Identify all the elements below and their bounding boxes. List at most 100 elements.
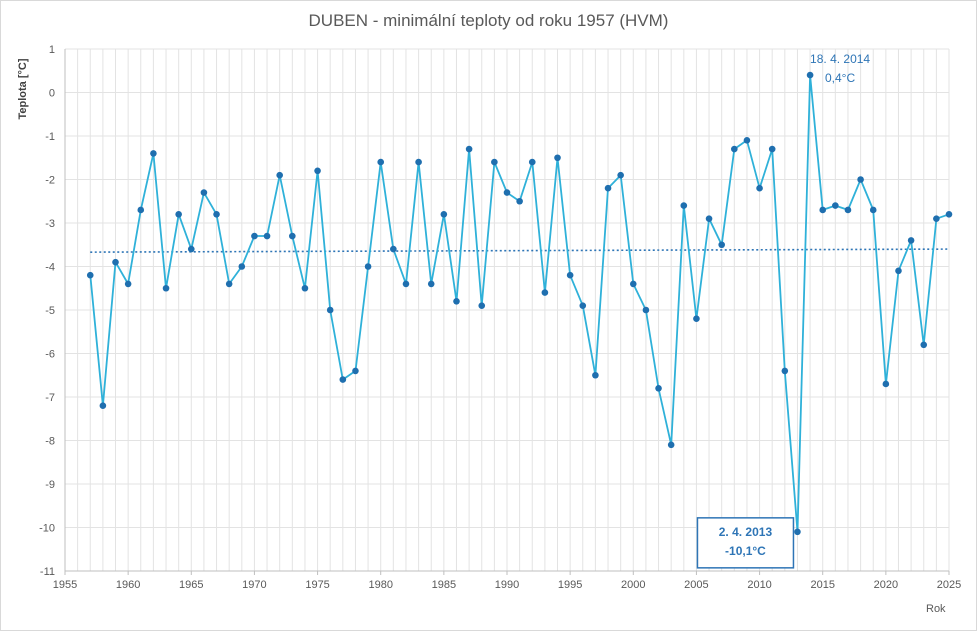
data-point	[794, 528, 801, 536]
data-point	[465, 145, 473, 153]
data-point	[352, 367, 359, 375]
data-point	[187, 245, 195, 253]
y-tick-label: -11	[40, 566, 55, 578]
data-point	[238, 263, 246, 270]
x-tick-label: 1985	[432, 579, 456, 591]
data-point	[579, 302, 587, 309]
data-point	[781, 367, 789, 375]
data-point	[276, 171, 283, 179]
data-point	[768, 145, 776, 153]
data-point	[604, 184, 612, 192]
data-point	[705, 215, 713, 222]
x-tick-label: 2025	[937, 579, 961, 591]
data-point	[895, 267, 902, 275]
x-tick-label: 1975	[305, 579, 329, 591]
data-point	[667, 441, 675, 449]
data-point	[112, 258, 119, 266]
data-point	[806, 71, 814, 79]
y-tick-label: -7	[45, 392, 55, 404]
data-point	[592, 371, 599, 379]
x-tick-label: 2005	[684, 579, 708, 591]
y-tick-label: -1	[45, 131, 55, 143]
x-tick-label: 2015	[810, 579, 834, 591]
x-tick-label: 2000	[621, 579, 645, 591]
annotation-min-date: 2. 4. 2013	[719, 525, 773, 539]
data-point	[718, 241, 725, 249]
annotation-box-min	[696, 517, 795, 569]
data-point	[200, 189, 208, 196]
data-point	[655, 385, 662, 392]
data-point	[162, 284, 170, 292]
data-point	[642, 306, 650, 314]
data-point	[554, 154, 561, 162]
y-tick-label: -6	[45, 349, 55, 361]
data-point	[882, 380, 890, 388]
x-tick-label: 2010	[747, 579, 771, 591]
chart-title: DUBEN - minimální teploty od roku 1957 (…	[308, 11, 669, 30]
annotation-max-date: 18. 4. 2014	[810, 52, 870, 66]
data-point	[390, 245, 397, 253]
y-tick-label: -9	[45, 479, 55, 491]
x-tick-label: 1980	[368, 579, 392, 591]
y-tick-label: -3	[45, 218, 55, 230]
data-point	[528, 158, 536, 166]
data-point	[225, 280, 233, 288]
x-tick-label: 1965	[179, 579, 203, 591]
data-point	[326, 306, 334, 314]
data-point	[478, 302, 486, 309]
data-point	[314, 167, 321, 175]
data-point	[364, 263, 372, 270]
data-point	[920, 341, 928, 349]
data-point	[680, 202, 688, 209]
annotation-max-value: 0,4°C	[825, 71, 855, 85]
x-tick-label: 2020	[874, 579, 898, 591]
data-point	[415, 158, 422, 166]
data-point	[516, 197, 523, 205]
y-tick-label: -2	[45, 175, 55, 187]
y-tick-label: 0	[49, 88, 55, 100]
data-point	[427, 280, 435, 288]
x-tick-label: 1990	[495, 579, 519, 591]
y-tick-label: -5	[45, 305, 55, 317]
x-tick-label: 1995	[558, 579, 582, 591]
y-tick-label: 1	[49, 44, 55, 56]
x-tick-label: 1960	[116, 579, 140, 591]
data-point	[743, 137, 751, 144]
data-point	[617, 171, 624, 179]
x-tick-label: 1955	[53, 579, 77, 591]
y-tick-label: -8	[45, 436, 55, 448]
data-point	[440, 211, 448, 218]
data-point	[301, 284, 309, 292]
data-point	[819, 206, 827, 214]
data-point	[453, 298, 460, 305]
y-tick-label: -10	[39, 523, 55, 535]
data-point	[213, 211, 220, 218]
data-point	[339, 376, 347, 383]
data-point	[566, 271, 574, 279]
data-point	[251, 232, 258, 240]
data-point	[857, 176, 864, 183]
annotation-min-value: -10,1°C	[725, 544, 766, 558]
data-point	[907, 237, 915, 244]
data-point	[377, 158, 385, 166]
data-point	[402, 280, 410, 288]
data-point	[756, 184, 763, 192]
data-point	[137, 206, 145, 214]
data-point	[541, 289, 549, 296]
data-point	[263, 232, 271, 240]
data-point	[289, 232, 296, 240]
data-point	[945, 211, 953, 218]
data-point	[731, 145, 738, 153]
data-point	[86, 271, 94, 279]
y-tick-label: -4	[45, 262, 55, 274]
data-point	[693, 315, 700, 323]
data-point	[503, 189, 511, 196]
data-point	[832, 202, 839, 209]
data-point	[869, 206, 877, 214]
data-point	[933, 215, 940, 222]
data-point	[150, 150, 157, 157]
data-point	[99, 402, 107, 410]
x-axis-title: Rok	[926, 603, 946, 615]
